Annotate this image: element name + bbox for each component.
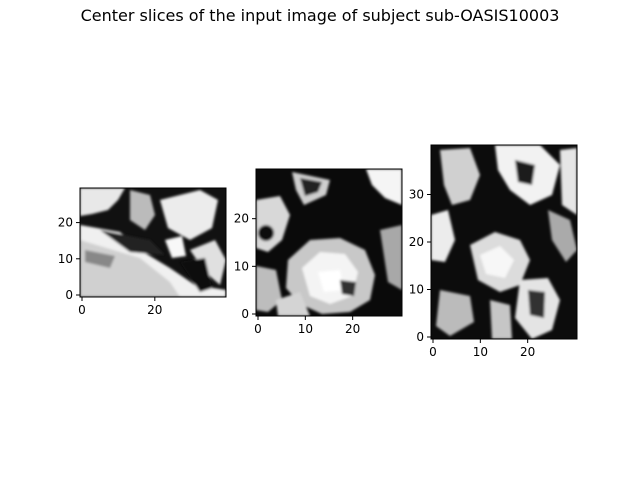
slice-1-ytick-label: 10: [58, 252, 73, 266]
slice-2-ytick-label: 20: [234, 212, 249, 226]
slice-1-ytick-label: 0: [65, 288, 73, 302]
slice-image-1: [80, 188, 226, 297]
slice-3-ytick-label: 20: [409, 235, 424, 249]
slice-2-ytick-label: 0: [241, 307, 249, 321]
slice-3-xtick-label: 0: [429, 345, 437, 359]
slice-1-xtick-label: 0: [78, 303, 86, 317]
slice-frame-2: [255, 168, 403, 317]
slice-3-xtick-label: 20: [520, 345, 535, 359]
slice-2-xtick-label: 20: [345, 322, 360, 336]
slice-3-ytick-label: 0: [416, 330, 424, 344]
slice-2-ytick-label: 10: [234, 259, 249, 273]
slice-3-ytick-label: 30: [409, 188, 424, 202]
axes-layer: 0 20 0 10 20 0 10 20 0 10 20 0 10 20 0 10 20 30: [58, 188, 536, 360]
slice-image-2: [256, 169, 402, 316]
slice-2-xtick-label: 10: [298, 322, 313, 336]
slice-3-ytick-label: 10: [409, 283, 424, 297]
slice-3-xtick-label: 10: [473, 345, 488, 359]
slice-frame-1: [79, 187, 227, 298]
slice-image-3: [431, 145, 577, 339]
figure-title: Center slices of the input image of subj…: [80, 6, 560, 25]
slice-1-xtick-label: 20: [147, 303, 162, 317]
slice-1-ytick-label: 20: [58, 216, 73, 230]
slice-2-xtick-label: 0: [254, 322, 262, 336]
